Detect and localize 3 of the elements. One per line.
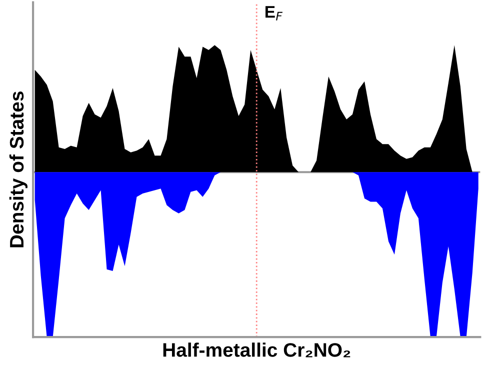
x-axis-title: Half-metallic Cr₂NO₂ xyxy=(163,342,350,358)
y-axis-title: Density of States xyxy=(9,92,28,248)
text: E$_{F}$ xyxy=(266,6,283,20)
